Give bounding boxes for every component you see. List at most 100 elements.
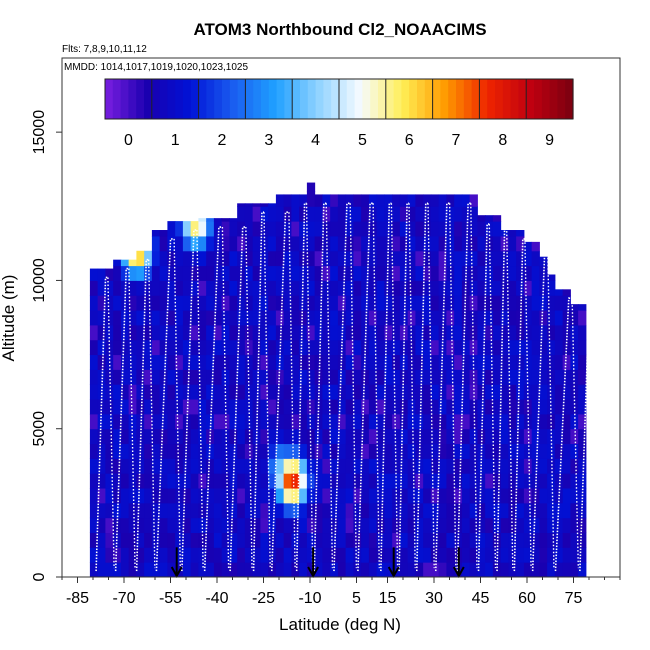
heatmap-cell [399, 250, 409, 267]
heatmap-cell [337, 324, 347, 341]
heatmap-cell [337, 235, 347, 252]
heatmap-cell [469, 413, 478, 430]
heatmap-cell [237, 369, 246, 385]
heatmap-cell [337, 221, 347, 237]
heatmap-cell [283, 488, 292, 504]
heatmap-cell [151, 488, 161, 504]
heatmap-cell [392, 369, 401, 385]
heatmap-cell [500, 280, 509, 296]
heatmap-cell [159, 458, 168, 474]
heatmap-cell [415, 310, 424, 326]
heatmap-cell [376, 324, 385, 341]
heatmap-cell [407, 532, 416, 548]
heatmap-cell [275, 221, 285, 237]
heatmap-cell [399, 443, 409, 459]
heatmap-cell [120, 399, 130, 415]
flight-track [579, 312, 591, 572]
heatmap-cell [384, 384, 393, 400]
colorbar-tick-label: 8 [498, 132, 507, 149]
x-tick-label: -40 [205, 590, 228, 607]
heatmap-cell [237, 206, 246, 222]
heatmap-cell [570, 488, 579, 504]
heatmap-cell [144, 502, 153, 519]
colorbar-swatch [222, 79, 231, 119]
heatmap-cell [423, 458, 432, 474]
heatmap-cell [345, 473, 354, 489]
heatmap-cell [260, 280, 269, 296]
x-axis: -85 -70 -55 -40 -25 -10 5 15 30 45 60 75 [61, 577, 621, 607]
colorbar-tick-label: 6 [405, 132, 414, 149]
heatmap-cell [198, 413, 207, 430]
heatmap-cell [461, 502, 471, 519]
colorbar-swatch [159, 79, 168, 119]
heatmap-cell [136, 517, 145, 534]
heatmap-cell [128, 324, 137, 341]
heatmap-cell [144, 310, 153, 326]
heatmap-cell [554, 339, 564, 356]
heatmap-cell [531, 354, 540, 370]
flight-track [448, 203, 457, 569]
heatmap-cell [89, 280, 99, 296]
heatmap-cell [306, 517, 316, 534]
heatmap-cell [306, 488, 316, 504]
heatmap-cell [531, 250, 540, 267]
heatmap-cell [438, 562, 447, 577]
dates-subtitle: MMDD: 1014,1017,1019,1020,1023,1025 [64, 62, 248, 73]
flight-track [203, 226, 223, 572]
heatmap-cell [361, 206, 370, 222]
heatmap-cell [283, 502, 292, 519]
heatmap-cell [337, 280, 347, 296]
x-tick-label: -10 [298, 590, 321, 607]
flight-tracks [95, 202, 598, 572]
heatmap-cell [570, 458, 579, 474]
heatmap-cell [151, 443, 161, 459]
heatmap-cell [547, 413, 556, 430]
heatmap-cell [330, 280, 339, 296]
heatmap-cell [523, 339, 533, 356]
heatmap-cell [384, 547, 393, 563]
heatmap-cell [446, 532, 455, 548]
heatmap-cell [190, 250, 199, 267]
heatmap-cell [531, 532, 540, 548]
heatmap-cell [322, 310, 331, 326]
heatmap-cell [430, 473, 440, 489]
heatmap-cell [144, 369, 153, 385]
heatmap-cell [562, 339, 571, 356]
flight-track [135, 258, 149, 572]
heatmap-cell [260, 295, 269, 311]
heatmap-cell [283, 339, 292, 356]
heatmap-cell [128, 532, 137, 548]
heatmap-cell [105, 268, 114, 281]
heatmap-cell [330, 250, 339, 267]
heatmap-cell [454, 488, 463, 504]
heatmap-cell [260, 399, 269, 415]
heatmap-cell [562, 399, 571, 415]
heatmap-cell [252, 562, 261, 577]
flight-track [95, 276, 108, 572]
heatmap-cell [345, 384, 354, 400]
heatmap-cell [291, 295, 300, 311]
heatmap-cell [283, 310, 292, 326]
heatmap-cell [446, 502, 455, 519]
heatmap-cell [198, 280, 207, 296]
heatmap-cell [361, 369, 370, 385]
heatmap-cell [144, 354, 153, 370]
heatmap-cell [159, 235, 168, 252]
heatmap-cell [423, 221, 432, 237]
heatmap-cell [516, 295, 525, 311]
heatmap-cell [244, 458, 254, 474]
heatmap-cell [376, 339, 385, 356]
heatmap-cell [376, 488, 385, 504]
heatmap-cell [562, 532, 571, 548]
heatmap-cell [291, 488, 300, 504]
heatmap-cell [120, 384, 130, 400]
heatmap-cell [477, 265, 486, 281]
heatmap-cell [446, 354, 455, 370]
heatmap-cell [229, 399, 238, 415]
heatmap-cell [275, 502, 285, 519]
heatmap-cell [97, 473, 106, 489]
heatmap-cell [477, 324, 486, 341]
heatmap-cell [469, 502, 478, 519]
heatmap-cell [175, 295, 184, 311]
